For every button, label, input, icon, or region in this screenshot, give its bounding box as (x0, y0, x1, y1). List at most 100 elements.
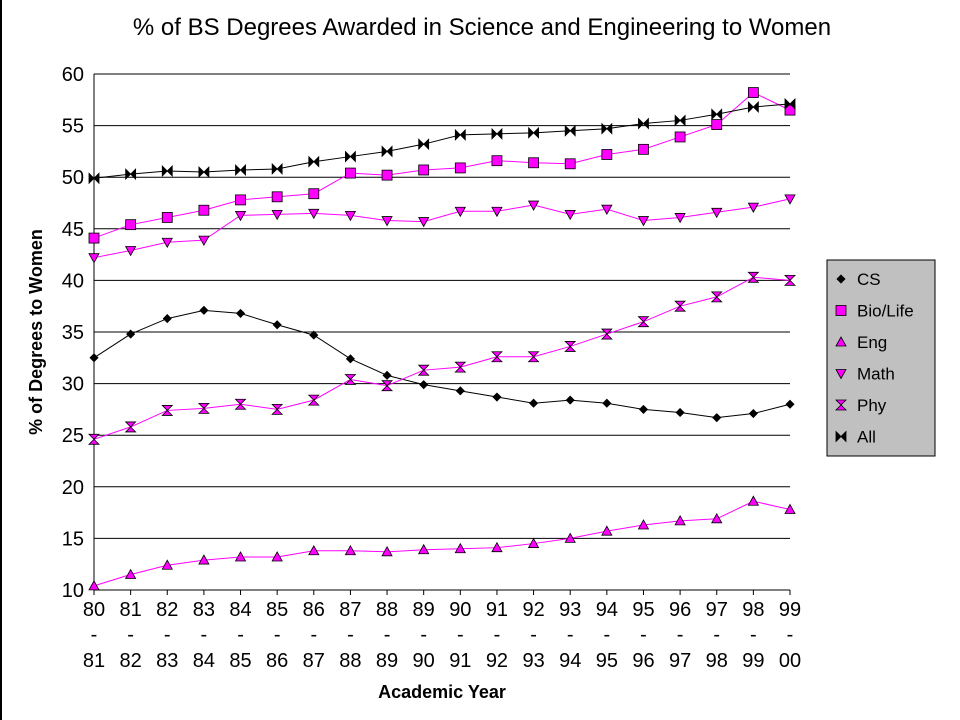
x-tick-label: 85 -86 (266, 599, 288, 672)
legend-label-math: Math (857, 365, 895, 384)
y-tick-label: 35 (62, 322, 84, 344)
data-point-all (674, 114, 686, 127)
data-point-eng (491, 541, 503, 553)
legend-label-phy: Phy (857, 396, 887, 415)
data-point-all (271, 162, 283, 175)
data-point-eng (234, 551, 247, 562)
data-point-eng (418, 543, 430, 555)
y-tick-label: 45 (62, 219, 84, 241)
data-point-phy (490, 351, 503, 363)
data-point-cs (455, 386, 465, 396)
data-point-all (491, 127, 503, 140)
data-point-eng (124, 568, 137, 579)
data-point-math (271, 209, 283, 221)
data-point-phy (710, 291, 723, 303)
data-point-bio-life (747, 87, 759, 98)
y-tick-label: 50 (62, 167, 84, 189)
legend-marker-all (835, 430, 847, 443)
data-point-phy (454, 361, 467, 373)
data-point-phy (344, 374, 357, 385)
data-point-cs (712, 413, 722, 423)
data-point-eng (344, 544, 357, 556)
data-point-eng (271, 551, 283, 562)
chart-title: % of BS Degrees Awarded in Science and E… (132, 14, 832, 41)
data-point-math (381, 216, 393, 227)
data-point-phy (197, 402, 210, 414)
data-point-phy (124, 421, 137, 433)
data-point-bio-life (454, 162, 466, 174)
legend-box (826, 259, 936, 457)
data-point-cs (675, 407, 685, 418)
data-point-math (527, 200, 540, 211)
data-point-bio-life (638, 143, 649, 155)
x-tick-label: 96 -97 (669, 599, 691, 672)
data-point-eng (601, 525, 613, 536)
data-point-cs (272, 320, 282, 330)
x-tick-label: 81 -82 (120, 599, 142, 672)
series-line-math (93, 198, 791, 259)
data-point-all (747, 101, 759, 113)
x-tick-label: 80 -81 (83, 599, 105, 672)
x-tick-label: 87 -88 (339, 599, 361, 672)
data-point-phy (234, 398, 247, 410)
x-tick-label: 89 -90 (413, 599, 435, 672)
data-point-eng (161, 559, 173, 570)
data-point-phy (600, 328, 613, 340)
series-line-bio-life (93, 91, 791, 239)
data-point-bio-life (198, 204, 210, 216)
x-tick-label: 90 -91 (449, 599, 471, 672)
data-point-phy (381, 380, 394, 392)
data-point-bio-life (601, 149, 613, 160)
data-point-bio-life (528, 157, 539, 169)
data-point-phy (88, 433, 100, 445)
y-tick-label: 60 (62, 64, 84, 86)
data-point-bio-life (345, 167, 356, 179)
data-point-all (88, 172, 100, 185)
data-point-cs (748, 408, 758, 419)
legend-marker-eng (835, 336, 847, 347)
data-point-all (345, 150, 356, 163)
data-point-cs (785, 399, 795, 409)
data-point-all (784, 97, 796, 110)
data-point-bio-life (161, 212, 173, 223)
data-point-math (88, 253, 100, 264)
y-axis-title: % of Degrees to Women (26, 229, 46, 435)
data-point-cs (235, 308, 246, 318)
y-tick-label: 55 (62, 116, 84, 138)
data-point-eng (747, 495, 760, 506)
data-point-phy (674, 300, 687, 312)
data-point-math (124, 246, 137, 257)
data-point-all (198, 166, 210, 179)
data-point-eng (564, 532, 576, 543)
data-point-all (125, 168, 137, 181)
data-point-eng (381, 545, 393, 557)
data-point-cs (309, 330, 319, 340)
data-point-eng (674, 515, 686, 526)
data-point-math (234, 210, 247, 222)
data-point-eng (784, 503, 796, 514)
data-point-phy (271, 404, 284, 415)
data-point-phy (564, 341, 577, 352)
data-point-math (674, 213, 686, 224)
data-point-cs (565, 395, 575, 405)
x-tick-label: 86 -87 (303, 599, 325, 672)
data-point-all (381, 145, 393, 158)
data-point-math (637, 216, 650, 227)
data-point-bio-life (418, 164, 430, 176)
legend-label-cs: CS (857, 270, 881, 289)
x-tick-label: 95 -96 (632, 599, 654, 672)
y-tick-label: 25 (62, 425, 84, 447)
data-point-math (491, 206, 503, 218)
y-tick-label: 40 (62, 270, 84, 292)
data-point-math (418, 217, 430, 228)
data-point-cs (199, 305, 209, 315)
legend-marker-bio-life (835, 305, 847, 316)
data-point-cs (382, 370, 392, 380)
legend-marker-cs (836, 274, 846, 284)
data-point-eng (711, 512, 723, 524)
data-point-cs (162, 314, 172, 324)
series-line-cs (93, 309, 791, 419)
data-point-math (747, 202, 760, 213)
data-point-bio-life (271, 191, 283, 203)
y-tick-label: 10 (62, 580, 84, 602)
